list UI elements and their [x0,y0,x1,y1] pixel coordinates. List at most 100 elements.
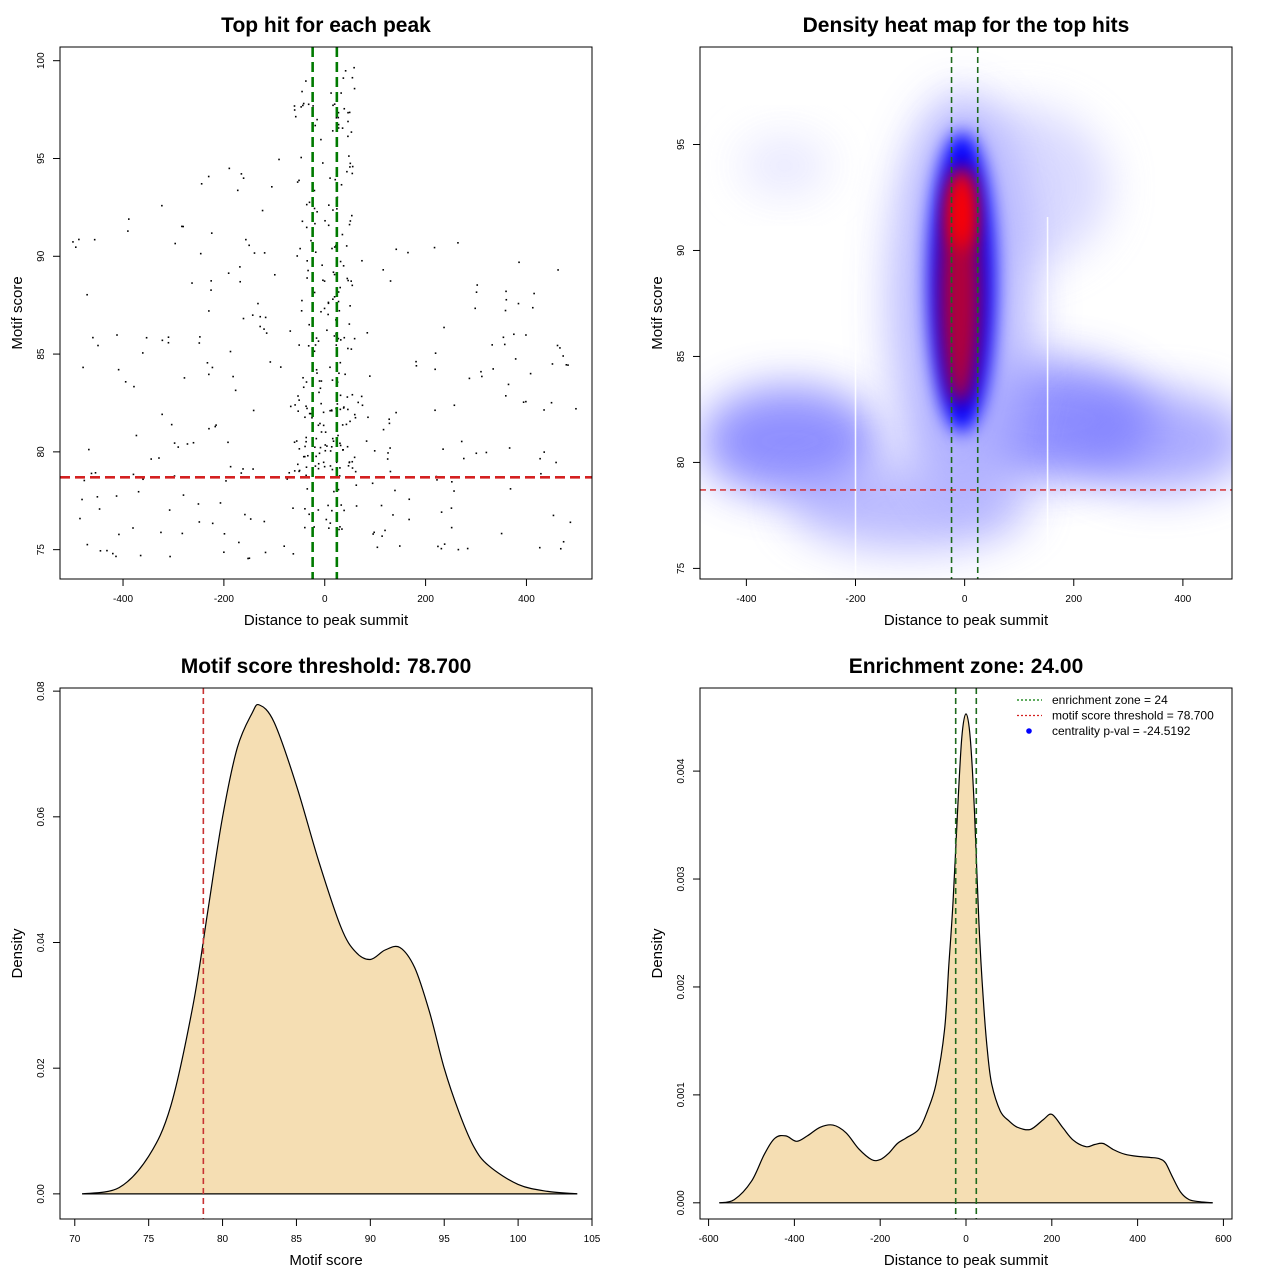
data-point [117,368,120,371]
data-point [273,273,276,276]
y-axis-label: Motif score [9,276,26,349]
data-point [229,350,232,353]
data-point [135,434,138,437]
data-point [300,106,302,108]
data-point [317,340,320,342]
data-point [451,481,453,483]
data-point [323,465,326,468]
data-point [333,103,336,105]
data-point [457,548,460,551]
data-point [210,280,212,282]
data-point [86,293,88,296]
data-point [329,465,332,467]
data-point [550,401,553,404]
data-point [351,76,354,79]
data-point [173,442,176,444]
data-point [338,309,341,312]
data-point [415,360,417,363]
data-point [324,449,327,452]
data-point [331,437,334,440]
data-point [322,411,325,414]
data-point [182,225,185,228]
data-point [79,517,81,520]
data-point [365,440,368,442]
data-point [388,422,391,425]
data-point [320,402,322,405]
y-axis-label: Density [9,928,26,979]
data-point [298,399,300,401]
legend-marker [1026,728,1032,734]
x-tick-label: 400 [1129,1234,1146,1245]
data-point [305,80,307,82]
data-point [314,222,316,225]
data-point [508,447,511,449]
data-point [334,178,337,181]
data-point [244,513,246,516]
data-point [333,335,336,337]
data-point [283,545,286,547]
data-point [525,334,527,336]
data-point [468,377,471,380]
data-point [245,238,247,241]
data-point [395,248,398,251]
data-point [331,130,334,132]
data-point [350,280,352,282]
data-point [132,527,134,529]
y-tick-label: 0.001 [676,1082,687,1107]
data-point [311,416,313,419]
data-point [353,413,356,416]
data-point [341,233,344,236]
data-point [238,541,240,544]
data-point [335,344,338,346]
data-point [306,488,309,490]
data-point [306,277,308,279]
data-point [293,441,296,444]
data-point [319,422,321,425]
data-point [318,380,321,382]
y-tick-label: 80 [36,446,47,458]
data-point [253,252,256,254]
data-point [450,507,453,509]
data-point [307,269,309,272]
data-point [559,347,561,349]
data-point [297,463,299,466]
data-point [507,383,510,386]
data-point [339,442,341,445]
data-point [242,177,245,179]
x-tick-label: -400 [736,594,756,605]
plot-frame [59,46,593,580]
data-point [82,366,84,369]
y-tick-label: 80 [676,456,687,468]
data-point [315,368,318,371]
data-point [332,440,335,442]
data-point [249,518,252,520]
data-point [339,260,342,263]
data-point [360,395,363,398]
y-tick-label: 95 [676,138,687,150]
data-point [197,503,200,505]
plot-frame [699,46,1233,580]
chart-title: Motif score threshold: 78.700 [181,655,472,678]
data-point [219,502,222,504]
data-point [331,468,334,471]
data-point [347,111,349,114]
data-point [211,366,214,369]
data-point [389,280,392,282]
legend-label: centrality p-val = -24.5192 [1052,724,1191,738]
x-tick-label: 70 [69,1234,81,1245]
data-point [228,167,231,170]
data-point [476,284,479,286]
data-point [98,508,101,510]
data-point [330,92,332,94]
data-point [342,265,345,267]
data-point [223,551,225,554]
data-point [259,315,262,318]
data-point [485,451,488,454]
data-point [292,553,295,555]
data-point [329,450,332,452]
data-point [338,475,341,477]
data-point [543,409,545,411]
data-point [351,284,354,287]
data-point [199,336,201,338]
data-point [332,271,335,273]
